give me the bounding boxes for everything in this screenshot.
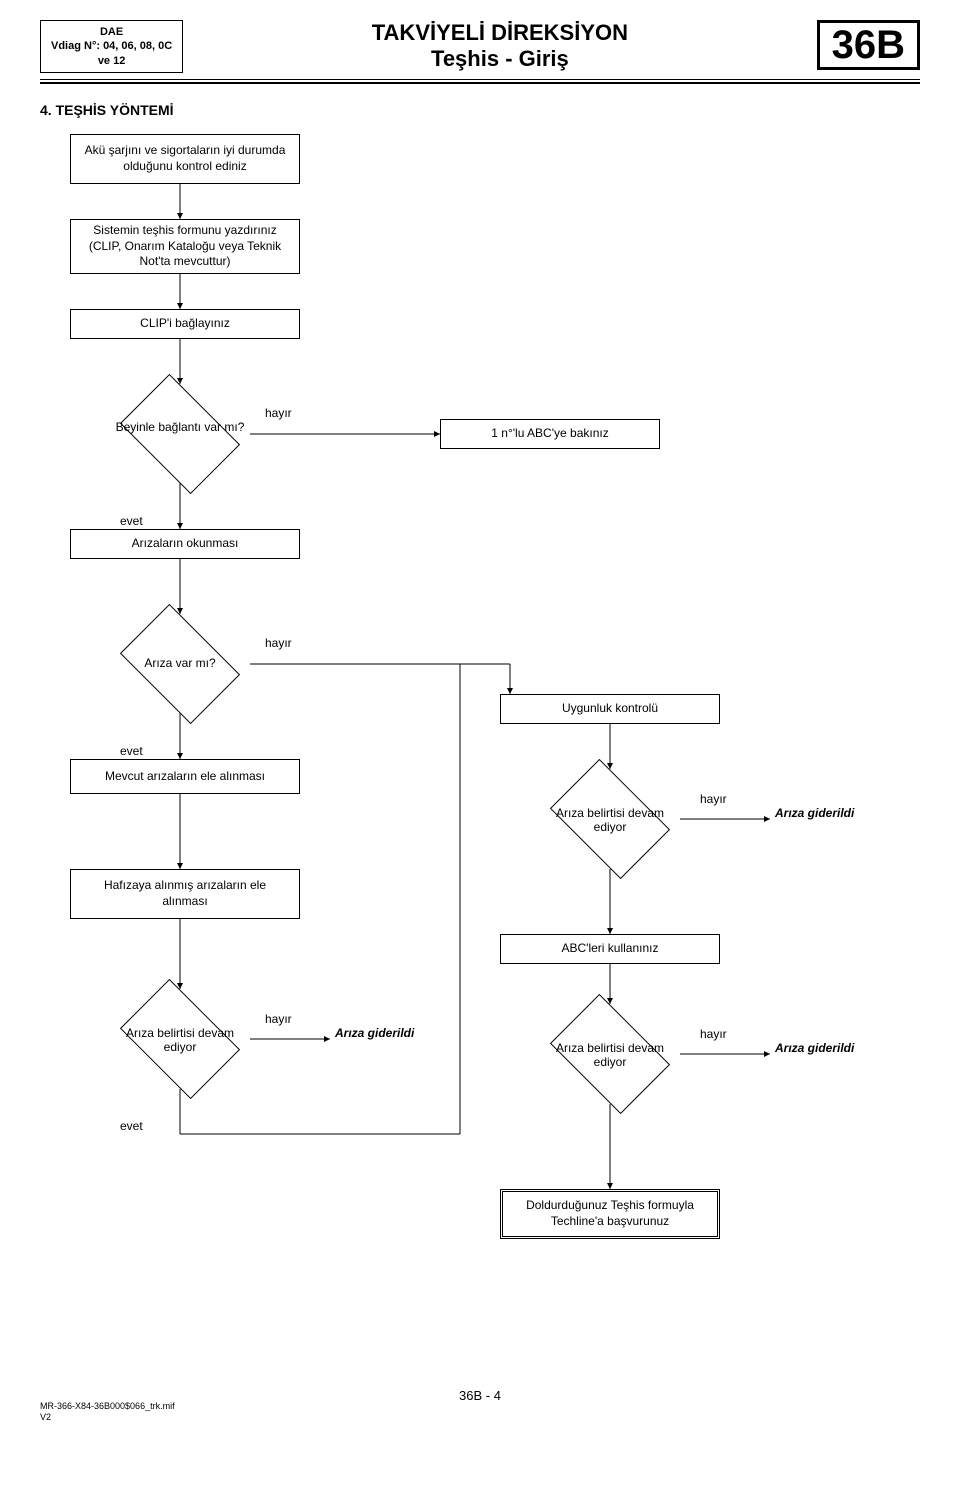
result-fixed-1: Arıza giderildi	[775, 806, 865, 820]
decision-fault-present-label: Arıza var mı?	[110, 656, 250, 670]
hdr-left-line2: Vdiag N°: 04, 06, 08, 0C	[51, 39, 172, 53]
header-left-box: DAE Vdiag N°: 04, 06, 08, 0C ve 12	[40, 20, 183, 73]
footer-line1: MR-366-X84-36B000$066_trk.mif	[40, 1401, 175, 1412]
hdr-left-line1: DAE	[51, 25, 172, 39]
flowchart: Akü şarjını ve sigortaların iyi durumda …	[40, 134, 920, 1384]
node-contact-techline-text: Doldurduğunuz Teşhis formuyla Techline'a…	[515, 1198, 705, 1229]
decision-ecu-comm-label: Beyinle bağlantı var mı?	[110, 420, 250, 434]
d4-yes-label: evet	[120, 1119, 143, 1133]
decision-symptom-persists-2-label: Arıza belirtisi devam ediyor	[110, 1026, 250, 1055]
decision-symptom-persists-1-label: Arıza belirtisi devam ediyor	[540, 806, 680, 835]
node-conformity-check-text: Uygunluk kontrolü	[562, 701, 658, 717]
result-fixed-3: Arıza giderildi	[775, 1041, 865, 1055]
header-rule-thin	[40, 79, 920, 80]
node-handle-present-faults: Mevcut arızaların ele alınması	[70, 759, 300, 794]
footer-line2: V2	[40, 1412, 175, 1423]
node-see-abc1-text: 1 n°'lu ABC'ye bakınız	[491, 426, 608, 442]
node-print-form: Sistemin teşhis formunu yazdırınız (CLIP…	[70, 219, 300, 274]
node-use-abcs: ABC'leri kullanınız	[500, 934, 720, 964]
d2-yes-label: evet	[120, 744, 143, 758]
node-see-abc1: 1 n°'lu ABC'ye bakınız	[440, 419, 660, 449]
node-read-faults-text: Arızaların okunması	[132, 536, 239, 552]
node-use-abcs-text: ABC'leri kullanınız	[562, 941, 659, 957]
node-handle-present-faults-text: Mevcut arızaların ele alınması	[105, 769, 265, 785]
d1-yes-label: evet	[120, 514, 143, 528]
header-right-box: 36B	[817, 20, 920, 70]
hdr-center-line1: TAKVİYELİ DİREKSİYON	[183, 20, 816, 46]
node-conformity-check: Uygunluk kontrolü	[500, 694, 720, 724]
result-fixed-2: Arıza giderildi	[335, 1026, 425, 1040]
node-handle-stored-faults: Hafızaya alınmış arızaların ele alınması	[70, 869, 300, 919]
node-check-battery-text: Akü şarjını ve sigortaların iyi durumda …	[81, 143, 289, 174]
node-handle-stored-faults-text: Hafızaya alınmış arızaların ele alınması	[81, 878, 289, 909]
decision-symptom-persists-3-label: Arıza belirtisi devam ediyor	[540, 1041, 680, 1070]
section-title: 4. TEŞHİS YÖNTEMİ	[40, 102, 920, 118]
node-connect-clip-text: CLIP'i bağlayınız	[140, 316, 230, 332]
node-contact-techline: Doldurduğunuz Teşhis formuyla Techline'a…	[500, 1189, 720, 1239]
d3-no-label: hayır	[700, 792, 727, 806]
header-rule-thick	[40, 82, 920, 84]
hdr-center-line2: Teşhis - Giriş	[183, 46, 816, 72]
footer: MR-366-X84-36B000$066_trk.mif V2	[40, 1401, 175, 1423]
node-connect-clip: CLIP'i bağlayınız	[70, 309, 300, 339]
d5-no-label: hayır	[700, 1027, 727, 1041]
node-check-battery: Akü şarjını ve sigortaların iyi durumda …	[70, 134, 300, 184]
d4-no-label: hayır	[265, 1012, 292, 1026]
d1-no-label: hayır	[265, 406, 292, 420]
hdr-left-line3: ve 12	[51, 54, 172, 68]
node-read-faults: Arızaların okunması	[70, 529, 300, 559]
header-center: TAKVİYELİ DİREKSİYON Teşhis - Giriş	[183, 20, 816, 73]
node-print-form-text: Sistemin teşhis formunu yazdırınız (CLIP…	[81, 223, 289, 270]
d2-no-label: hayır	[265, 636, 292, 650]
